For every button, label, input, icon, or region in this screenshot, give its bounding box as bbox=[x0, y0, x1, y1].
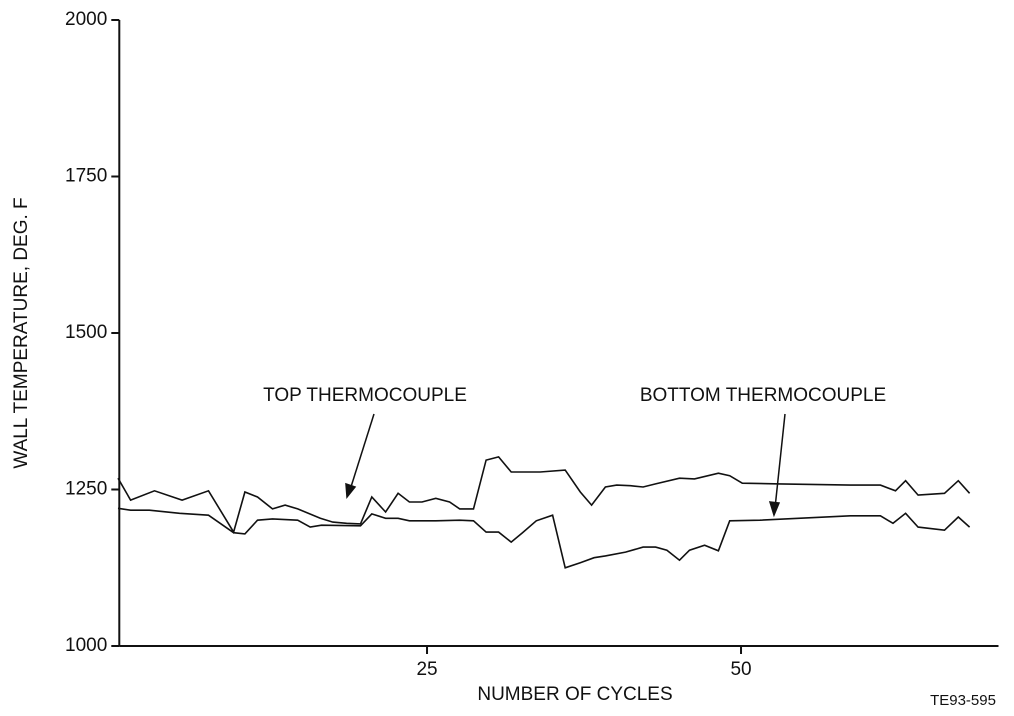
y-tick-label: 1750 bbox=[65, 166, 107, 187]
annotation: BOTTOM THERMOCOUPLE bbox=[640, 385, 886, 406]
y-tick-label: 2000 bbox=[65, 9, 107, 30]
annotation-arrows bbox=[345, 413, 786, 518]
y-tick-label: 1000 bbox=[65, 635, 107, 656]
data-line bbox=[117, 455, 971, 535]
arrow-head bbox=[768, 501, 781, 518]
arrow-head bbox=[345, 482, 357, 499]
annotation: TOP THERMOCOUPLE bbox=[263, 385, 467, 406]
x-axis-label: NUMBER OF CYCLES bbox=[477, 684, 672, 705]
arrow bbox=[349, 413, 375, 491]
figure-id: TE93-595 bbox=[930, 692, 996, 709]
y-axis-label: WALL TEMPERATURE, DEG. F bbox=[11, 197, 32, 468]
x-tick-label: 25 bbox=[416, 659, 437, 680]
x-tick-label: 50 bbox=[730, 659, 751, 680]
arrow bbox=[774, 413, 786, 509]
data-line bbox=[117, 507, 971, 569]
y-tick-label: 1250 bbox=[65, 479, 107, 500]
y-tick-label: 1500 bbox=[65, 322, 107, 343]
